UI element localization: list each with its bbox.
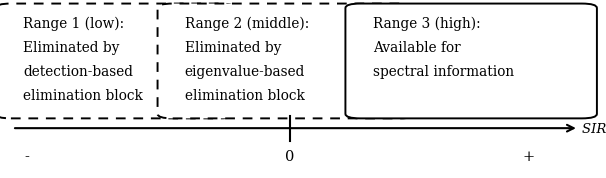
Text: -: - [25, 150, 30, 164]
Text: elimination block: elimination block [185, 89, 305, 103]
Text: Eliminated by: Eliminated by [23, 41, 119, 55]
Text: 0: 0 [285, 150, 295, 164]
Text: SIR [dB]: SIR [dB] [582, 122, 606, 135]
Text: Eliminated by: Eliminated by [185, 41, 281, 55]
Text: Range 1 (low):: Range 1 (low): [23, 17, 124, 31]
Text: Range 2 (middle):: Range 2 (middle): [185, 17, 309, 31]
Text: elimination block: elimination block [23, 89, 143, 103]
Text: +: + [522, 150, 534, 164]
FancyBboxPatch shape [0, 4, 235, 118]
FancyBboxPatch shape [158, 4, 415, 118]
FancyBboxPatch shape [345, 4, 597, 118]
Text: Available for: Available for [373, 41, 461, 55]
Text: Range 3 (high):: Range 3 (high): [373, 17, 481, 31]
Text: detection-based: detection-based [23, 65, 133, 79]
Text: spectral information: spectral information [373, 65, 514, 79]
Text: eigenvalue-based: eigenvalue-based [185, 65, 305, 79]
